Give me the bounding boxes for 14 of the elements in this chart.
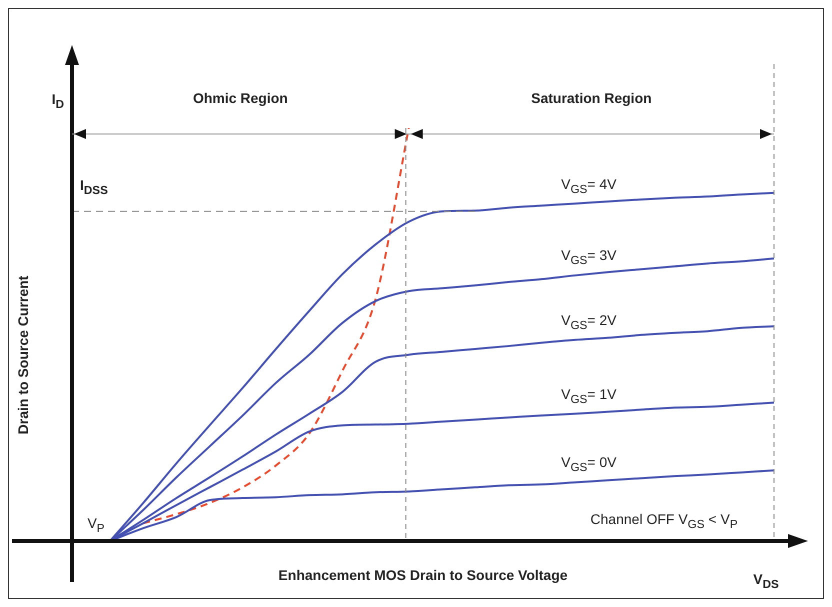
series-label: V$_{GS}$= 3V <box>561 248 616 268</box>
ref-line-label: I$_{DSS}$ <box>80 177 108 198</box>
series-label: V$_{GS}$= 0V <box>561 454 616 474</box>
annotation: V$_{P}$ <box>87 515 105 535</box>
text: Ohmic Region <box>192 90 288 106</box>
y-axis-title: Drain to Source Current <box>15 275 31 434</box>
series-label: V$_{GS}$= 2V <box>561 312 616 332</box>
x-axis-title: Enhancement MOS Drain to Source Voltage <box>278 567 568 583</box>
text: V$_{DS}$ <box>753 571 779 591</box>
series-label: V$_{GS}$= 4V <box>561 176 616 196</box>
text: Saturation Region <box>531 90 652 106</box>
series-label: V$_{GS}$= 1V <box>561 386 616 406</box>
annotation: Channel OFF V$_{GS}$ < V$_{P}$ <box>590 511 738 531</box>
text: I$_{D}$ <box>52 91 64 111</box>
